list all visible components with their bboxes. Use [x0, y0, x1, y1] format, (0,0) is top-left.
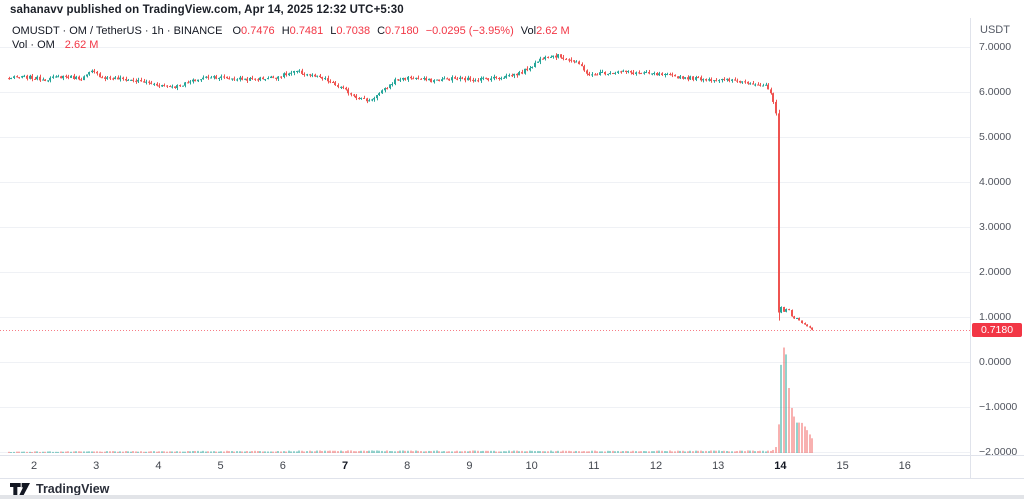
time-tick-label: 9 [466, 460, 473, 472]
volume-indicator-label[interactable]: Vol · OM [12, 39, 55, 51]
time-tick-label: 14 [774, 460, 787, 472]
time-tick-label: 13 [712, 460, 725, 472]
footer-bar: TradingView [0, 478, 1024, 496]
price-tick-label: 6.0000 [979, 86, 1012, 98]
high-value: H0.7481 [281, 25, 324, 37]
change-value: −0.0295 (−3.95%) [425, 25, 514, 37]
axis-corner-separator [970, 456, 971, 479]
tradingview-logo-icon [10, 483, 30, 495]
price-tick-label: 2.0000 [979, 266, 1012, 278]
open-value: O0.7476 [232, 25, 275, 37]
time-tick-label: 3 [93, 460, 100, 472]
tradingview-link[interactable]: TradingView [10, 482, 109, 496]
time-tick-label: 4 [155, 460, 162, 472]
low-value: L0.7038 [330, 25, 371, 37]
chart-legend: OMUSDT · OM / TetherUS · 1h · BINANCE O0… [12, 24, 570, 53]
price-tick-label: 0.0000 [979, 356, 1012, 368]
price-tick-label: −1.0000 [979, 401, 1018, 413]
time-tick-label: 5 [217, 460, 224, 472]
bottom-edge-strip [0, 495, 1024, 499]
time-tick-label: 10 [525, 460, 538, 472]
volume-value: Vol2.62 M [520, 25, 570, 37]
price-chart-canvas[interactable] [0, 18, 970, 455]
time-tick-label: 11 [588, 460, 600, 472]
volume-indicator-value: 2.62 M [64, 39, 99, 51]
attribution-text: sahanavv published on TradingView.com, A… [10, 4, 404, 16]
time-tick-label: 8 [404, 460, 411, 472]
legend-volume-row: Vol · OM 2.62 M [12, 38, 570, 53]
price-tick-label: 7.0000 [979, 41, 1012, 53]
time-tick-label: 12 [649, 460, 663, 472]
symbol-title[interactable]: OMUSDT · OM / TetherUS · 1h · BINANCE [12, 25, 223, 37]
time-axis[interactable]: 2 3 4 5 6 7 8 9 10 11 12 13 14 15 16 [0, 455, 1024, 479]
chart-card: OMUSDT · OM / TetherUS · 1h · BINANCE O0… [0, 18, 1024, 496]
time-tick-label: 2 [30, 460, 38, 472]
axis-currency-label: USDT [980, 24, 1010, 36]
price-axis[interactable]: USDT 7.0000 6.0000 5.0000 4.0000 3.0000 2.000… [970, 18, 1024, 458]
close-value: C0.7180 [377, 25, 419, 37]
time-tick-label: 15 [836, 460, 849, 472]
price-tick-label: 4.0000 [979, 176, 1012, 188]
time-tick-label: 6 [279, 460, 286, 472]
tradingview-brand-text: TradingView [36, 482, 110, 496]
time-tick-label: 7 [341, 460, 349, 472]
time-tick-label: 16 [898, 460, 911, 472]
price-tick-label: 1.0000 [979, 311, 1012, 323]
last-price-badge: 0.7180 [972, 322, 1022, 337]
price-tick-label: 3.0000 [979, 221, 1012, 233]
price-tick-label: 5.0000 [979, 131, 1012, 143]
legend-symbol-row: OMUSDT · OM / TetherUS · 1h · BINANCE O0… [12, 24, 570, 39]
